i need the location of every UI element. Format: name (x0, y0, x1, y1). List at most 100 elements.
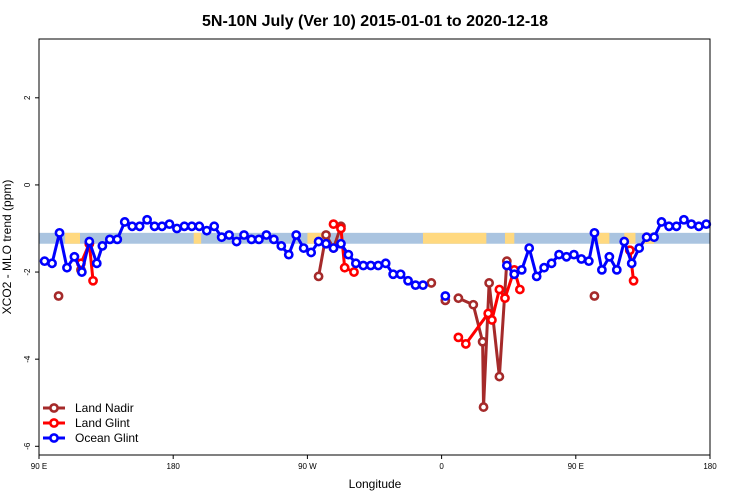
legend-swatch-point (49, 403, 59, 413)
data-point (546, 258, 557, 269)
data-point (328, 219, 339, 230)
y-tick-label: 2 (23, 95, 32, 100)
data-point (701, 219, 712, 230)
y-tick-label: -6 (23, 442, 32, 450)
data-point (626, 258, 637, 269)
land-strip-segment (504, 232, 515, 244)
data-point (231, 236, 242, 247)
data-point (53, 291, 64, 301)
data-point (576, 254, 587, 264)
data-point (395, 269, 406, 280)
data-point (127, 221, 138, 232)
x-tick-label: 90 W (298, 462, 317, 471)
data-point (693, 221, 704, 232)
data-point (209, 221, 220, 232)
series-line (44, 218, 423, 287)
data-point (656, 217, 667, 227)
data-point (313, 271, 324, 282)
data-point (350, 258, 361, 269)
data-point (583, 256, 594, 267)
data-point (88, 275, 98, 286)
data-point (298, 243, 309, 253)
data-point (671, 221, 682, 232)
data-point (216, 232, 227, 243)
data-point (604, 251, 615, 262)
data-point (460, 339, 471, 349)
legend-item: Land Nadir (43, 401, 134, 415)
y-axis: 2 0 -2 -4 -6 (23, 95, 39, 450)
data-point (239, 230, 249, 240)
data-point (164, 219, 175, 230)
legend-swatch-point (49, 418, 59, 428)
x-axis-label: Longitude (349, 477, 402, 491)
legend-label: Land Nadir (75, 401, 134, 415)
data-point (679, 214, 689, 225)
data-point (477, 336, 488, 347)
data-point (194, 221, 205, 232)
land-strip-segment (598, 232, 610, 244)
data-point (336, 238, 346, 249)
data-point (172, 223, 182, 234)
data-point (76, 267, 87, 277)
data-point (84, 236, 95, 247)
data-point (569, 249, 579, 260)
y-tick-label: -2 (23, 268, 32, 276)
series-line (457, 259, 516, 409)
data-point (410, 280, 421, 291)
series-ocean-glint (39, 214, 712, 301)
legend-label: Ocean Glint (75, 431, 139, 445)
data-point (539, 262, 550, 273)
land-strip-segment (624, 232, 636, 244)
data-point (97, 241, 108, 251)
data-point (596, 264, 607, 275)
data-point (142, 214, 153, 225)
data-point (321, 230, 331, 240)
y-tick-label: -4 (23, 355, 32, 363)
data-point (628, 275, 639, 286)
data-point (365, 260, 376, 271)
data-point (201, 225, 212, 236)
data-point (54, 227, 65, 238)
x-tick-label: 90 E (568, 462, 584, 471)
data-point (524, 243, 535, 253)
data-point (634, 243, 645, 253)
y-axis-label: XCO2 - MLO trend (ppm) (0, 180, 14, 315)
data-point (119, 217, 130, 227)
data-point (112, 234, 123, 245)
data-point (69, 251, 80, 262)
data-point (321, 238, 331, 249)
data-point (514, 284, 525, 295)
y-tick-label: 0 (23, 182, 32, 187)
data-point (328, 243, 339, 253)
data-point (157, 221, 167, 232)
data-point (224, 230, 235, 240)
data-point (589, 291, 600, 301)
data-point (484, 278, 495, 288)
data-point (500, 293, 510, 304)
data-point (186, 221, 197, 232)
data-point (306, 247, 317, 258)
data-point (134, 221, 145, 232)
x-tick-label: 180 (703, 462, 717, 471)
data-point (343, 249, 354, 260)
data-point (276, 241, 287, 251)
data-point (39, 256, 50, 267)
data-point (516, 264, 527, 275)
plot-frame (38, 38, 711, 456)
data-point (453, 293, 464, 304)
land-strip-segment (65, 232, 81, 244)
land-strip-segment (422, 232, 487, 244)
data-point (254, 234, 264, 245)
data-point (62, 262, 72, 273)
x-tick-label: 180 (167, 462, 181, 471)
data-point (494, 284, 505, 295)
data-point (501, 260, 512, 271)
chart-title: 5N-10N July (Ver 10) 2015-01-01 to 2020-… (202, 13, 548, 30)
data-point (453, 332, 464, 343)
data-point (468, 299, 479, 310)
data-point (440, 291, 451, 301)
data-point (149, 221, 160, 232)
data-point (246, 234, 257, 245)
